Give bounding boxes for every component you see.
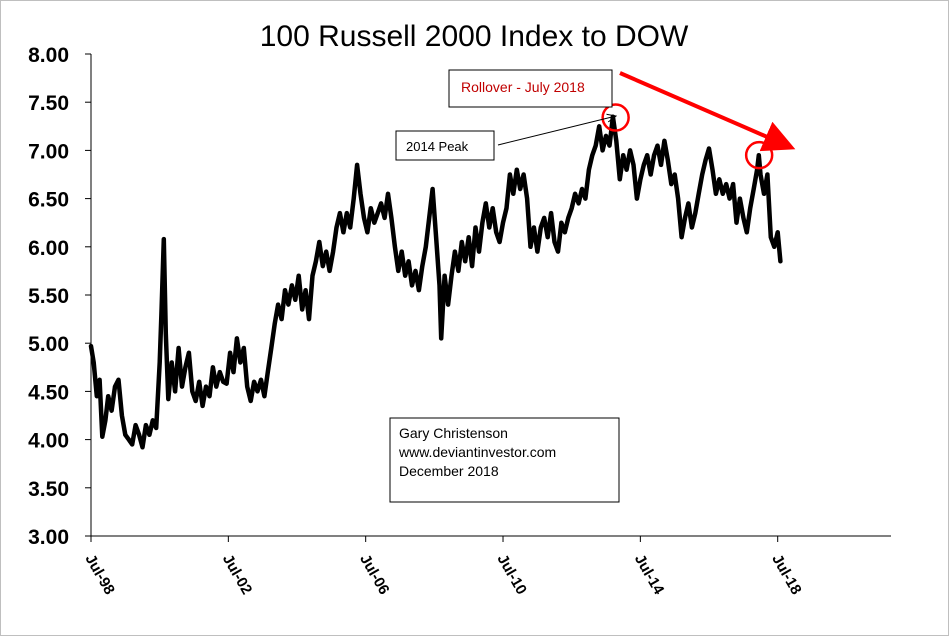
x-tick-label: Jul-14: [631, 552, 668, 599]
series-line: [88, 114, 783, 450]
y-tick-label: 5.00: [28, 333, 69, 356]
rollover-label-box: [448, 69, 613, 108]
y-tick-label: 8.00: [28, 44, 69, 67]
y-tick-label: 7.50: [28, 92, 69, 115]
x-tick-label: Jul-06: [356, 552, 392, 598]
x-tick-label: Jul-02: [219, 552, 255, 598]
peak-label-box: [395, 130, 495, 161]
peak-arrow: [497, 116, 616, 146]
credit-line: Gary Christenson: [399, 425, 508, 441]
credit-line: December 2018: [399, 463, 499, 479]
highlight-circle: [601, 103, 630, 132]
x-tick-label: Jul-10: [494, 552, 530, 598]
credit-box: [389, 417, 620, 503]
y-tick-label: 3.50: [28, 478, 69, 501]
peak-label: 2014 Peak: [406, 139, 469, 154]
rollover-arrow: [619, 71, 796, 152]
y-tick-label: 3.00: [28, 526, 69, 549]
x-tick-label: Jul-18: [768, 552, 804, 598]
credit-line: www.deviantinvestor.com: [398, 444, 556, 460]
y-tick-label: 4.50: [28, 381, 69, 404]
y-tick-label: 6.00: [28, 237, 69, 260]
y-tick-label: 7.00: [28, 140, 69, 163]
chart-title: 100 Russell 2000 Index to DOW: [260, 20, 689, 53]
y-tick-label: 5.50: [28, 285, 69, 308]
highlight-circle: [744, 140, 774, 170]
x-tick-label: Jul-98: [82, 552, 118, 598]
rollover-label: Rollover - July 2018: [461, 79, 585, 95]
y-tick-label: 4.00: [28, 430, 69, 453]
y-tick-label: 6.50: [28, 189, 69, 212]
